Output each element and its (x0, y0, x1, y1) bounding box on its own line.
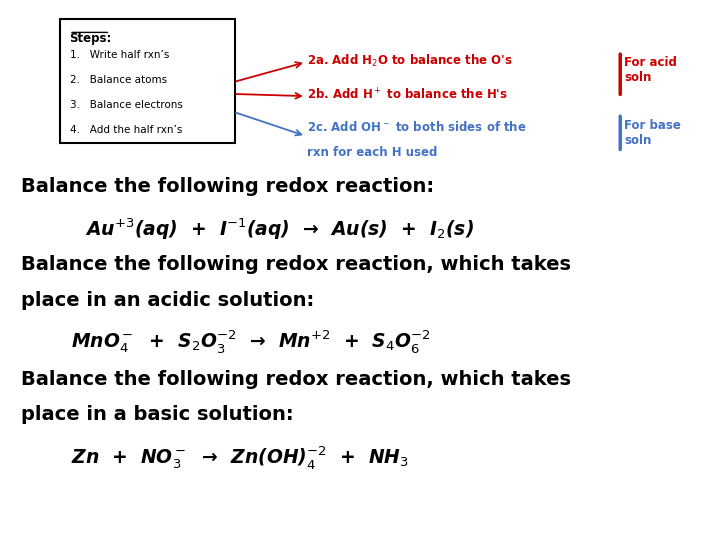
Text: Au$^{+3}$(aq)  +  I$^{-1}$(aq)  →  Au(s)  +  I$_2$(s): Au$^{+3}$(aq) + I$^{-1}$(aq) → Au(s) + I… (86, 216, 474, 241)
Text: 2b. Add H$^+$ to balance the H's: 2b. Add H$^+$ to balance the H's (307, 87, 508, 103)
Text: For acid
soln: For acid soln (624, 56, 678, 84)
Text: 1.   Write half rxn’s: 1. Write half rxn’s (71, 50, 170, 60)
FancyBboxPatch shape (60, 19, 235, 143)
Text: Steps:: Steps: (69, 32, 112, 45)
Text: 2.   Balance atoms: 2. Balance atoms (71, 75, 168, 85)
Text: 2c. Add OH$^-$ to both sides of the: 2c. Add OH$^-$ to both sides of the (307, 120, 527, 134)
Text: For base
soln: For base soln (624, 119, 681, 147)
Text: place in a basic solution:: place in a basic solution: (22, 405, 294, 424)
Text: Balance the following redox reaction, which takes: Balance the following redox reaction, wh… (22, 255, 572, 274)
Text: 2a. Add H$_2$O to balance the O's: 2a. Add H$_2$O to balance the O's (307, 53, 513, 69)
Text: 3.   Balance electrons: 3. Balance electrons (71, 100, 184, 110)
Text: Balance the following redox reaction:: Balance the following redox reaction: (22, 177, 434, 196)
Text: rxn for each H used: rxn for each H used (307, 146, 438, 159)
Text: Balance the following redox reaction, which takes: Balance the following redox reaction, wh… (22, 370, 572, 389)
Text: place in an acidic solution:: place in an acidic solution: (22, 291, 315, 309)
Text: Zn  +  NO$_3^-$  →  Zn(OH)$_4^{-2}$  +  NH$_3$: Zn + NO$_3^-$ → Zn(OH)$_4^{-2}$ + NH$_3$ (71, 444, 408, 471)
Text: MnO$_4^-$  +  S$_2$O$_3^{-2}$  →  Mn$^{+2}$  +  S$_4$O$_6^{-2}$: MnO$_4^-$ + S$_2$O$_3^{-2}$ → Mn$^{+2}$ … (71, 328, 431, 355)
Text: 4.   Add the half rxn’s: 4. Add the half rxn’s (71, 125, 183, 135)
